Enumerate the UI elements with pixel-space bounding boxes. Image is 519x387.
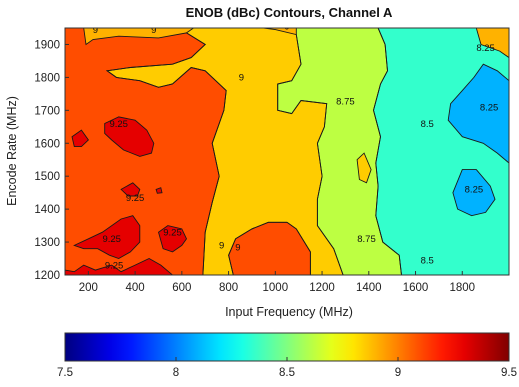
- x-tick-label-8: 1800: [449, 282, 475, 294]
- contour-label-13: 9.25: [105, 260, 124, 271]
- contour-label-7: 8.25: [480, 102, 499, 113]
- y-tick-label-4: 1600: [34, 138, 60, 150]
- contour-region-1: [228, 222, 311, 275]
- contour-region-4: [373, 28, 509, 275]
- contour-label-10: 9.25: [126, 193, 145, 204]
- contour-line-13: [65, 257, 174, 275]
- y-tick-label-0: 1200: [34, 270, 60, 282]
- contour-label-8: 8.25: [465, 185, 484, 196]
- contour-label-4: 8.75: [336, 96, 355, 107]
- x-tick-label-0: 200: [79, 282, 98, 294]
- colorbar-tick-label-4: 9.5: [501, 367, 517, 379]
- contour-line-layer: [65, 28, 509, 275]
- contour-label-15: 9: [235, 242, 240, 253]
- contour-line-6: [452, 169, 496, 217]
- contour-region-5: [448, 64, 509, 163]
- contour-fill-layer: [65, 28, 509, 275]
- colorbar-ticks: 7.5 8 8.5 9 9.5: [57, 357, 517, 379]
- plot-area: 9 9 998.758.58.258.258.259.259.259.259.259…: [65, 22, 509, 275]
- contour-region-3: [277, 28, 402, 275]
- contour-line-12: [157, 225, 188, 253]
- y-tick-label-2: 1400: [34, 204, 60, 216]
- colorbar-tick-label-3: 9: [395, 367, 401, 379]
- colorbar: 7.5 8 8.5 9 9.5: [57, 332, 517, 379]
- colorbar-gradient: [64, 332, 510, 362]
- contour-label-12: 9.25: [163, 228, 182, 239]
- contour-line-11: [73, 215, 141, 259]
- contour-region-14: [357, 153, 372, 183]
- x-axis-ticks: 200 400 600 800 1000 1200 1400 1600 1800: [79, 271, 475, 294]
- y-tick-label-6: 1800: [34, 72, 60, 84]
- contour-label-layer: 9 9 998.758.58.258.258.259.259.259.259.259…: [93, 22, 499, 271]
- x-axis-label: Input Frequency (MHz): [225, 305, 353, 319]
- contour-label-11: 9.25: [102, 234, 121, 245]
- contour-label-2: 9: [284, 22, 289, 33]
- contour-label-14: 9: [219, 241, 224, 252]
- x-tick-label-6: 1400: [356, 282, 382, 294]
- contour-line-9: [120, 182, 141, 197]
- y-tick-label-7: 1900: [34, 39, 60, 51]
- colorbar-tick-label-0: 7.5: [57, 367, 73, 379]
- y-axis-ticks: 1200 1300 1400 1500 1600 1700 1800 1900: [34, 39, 69, 282]
- contour-region-13: [65, 258, 173, 275]
- contour-label-3: 9: [239, 73, 244, 84]
- colorbar-tick-label-1: 8: [173, 367, 179, 379]
- contour-line-10: [155, 187, 163, 194]
- x-tick-label-2: 600: [172, 282, 191, 294]
- x-tick-label-5: 1200: [309, 282, 335, 294]
- x-tick-label-4: 1000: [263, 282, 289, 294]
- contour-region-11: [74, 215, 140, 259]
- contour-region-2: [107, 28, 344, 275]
- contour-label-16: 8.75: [357, 234, 376, 245]
- x-tick-label-1: 400: [126, 282, 145, 294]
- contour-label-9: 9.25: [109, 119, 128, 130]
- contour-region-6: [452, 169, 495, 216]
- y-tick-label-5: 1700: [34, 105, 60, 117]
- plot-frame: [64, 27, 510, 276]
- contour-region-12: [158, 225, 187, 252]
- x-tick-label-7: 1600: [403, 282, 429, 294]
- contour-region-8: [104, 116, 154, 157]
- y-axis-label: Encode Rate (MHz): [5, 96, 19, 206]
- contour-label-6: 8.25: [476, 43, 495, 54]
- chart-title: ENOB (dBc) Contours, Channel A: [186, 5, 393, 20]
- contour-label-17: 8.5: [421, 256, 434, 267]
- contour-region-9: [121, 182, 140, 196]
- contour-label-0: 9: [93, 25, 98, 36]
- contour-line-7: [71, 129, 89, 148]
- y-tick-label-3: 1500: [34, 171, 60, 183]
- colorbar-tick-label-2: 8.5: [279, 367, 295, 379]
- contour-line-4: [373, 28, 509, 275]
- contour-line-14: [356, 152, 372, 184]
- contour-line-8: [104, 116, 155, 157]
- contour-line-5: [447, 63, 509, 164]
- contour-label-1: 9: [151, 25, 156, 36]
- x-tick-label-3: 800: [219, 282, 238, 294]
- y-tick-label-1: 1300: [34, 237, 60, 249]
- contour-label-5: 8.5: [421, 119, 434, 130]
